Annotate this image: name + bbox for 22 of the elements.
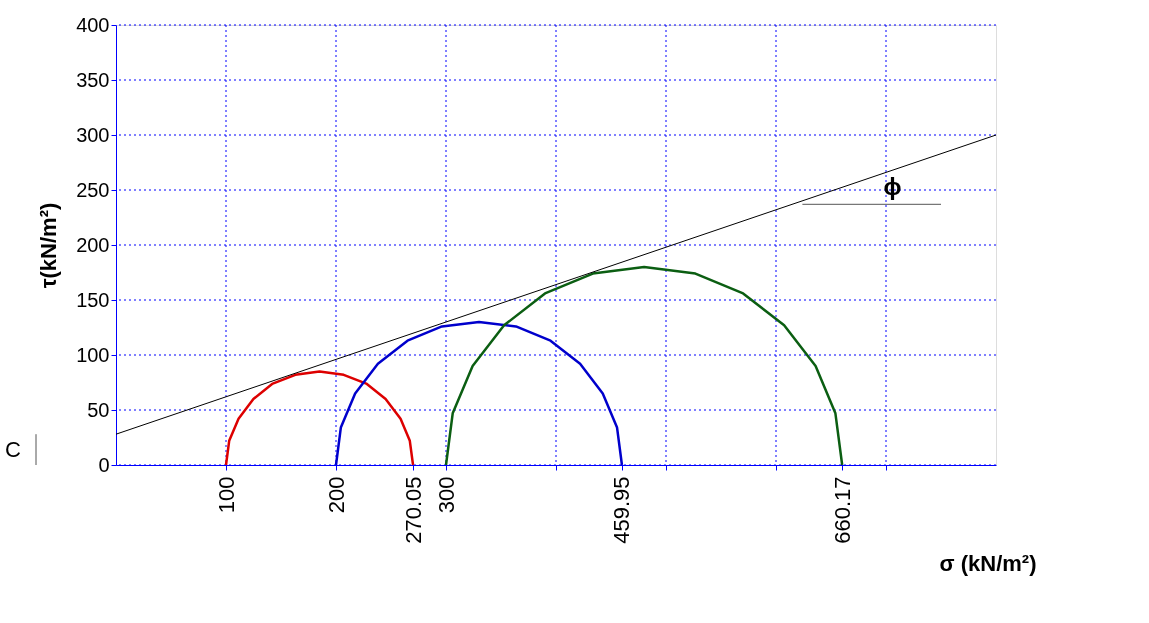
line-series (224, 370, 415, 467)
y-tick-label: 250 (76, 178, 110, 201)
x-tick-label: 100 (213, 476, 239, 514)
y-tick-label: 50 (87, 398, 110, 421)
x-tick-label: 459.95 (609, 476, 635, 544)
x-tick-label: 300 (433, 476, 459, 514)
line-series (334, 320, 624, 467)
text: C (5, 436, 22, 462)
y-tick-label: 0 (98, 453, 110, 476)
y-tick-label: 150 (76, 288, 110, 311)
y-tick-label: 400 (76, 13, 110, 36)
y-axis-title: τ(kN/m²) (36, 202, 62, 289)
y-tick-label: 300 (76, 123, 110, 146)
x-axis-title: σ (kN/m²) (939, 550, 1037, 576)
line-series (444, 265, 844, 467)
annotation: ϕ (883, 173, 902, 201)
x-tick-label: 270.05 (400, 476, 426, 544)
x-tick-label: 200 (323, 476, 349, 514)
y-tick-label: 100 (76, 343, 110, 366)
x-tick-label: 660.17 (829, 476, 855, 544)
y-tick-label: 350 (76, 68, 110, 91)
y-tick-label: 200 (76, 233, 110, 256)
